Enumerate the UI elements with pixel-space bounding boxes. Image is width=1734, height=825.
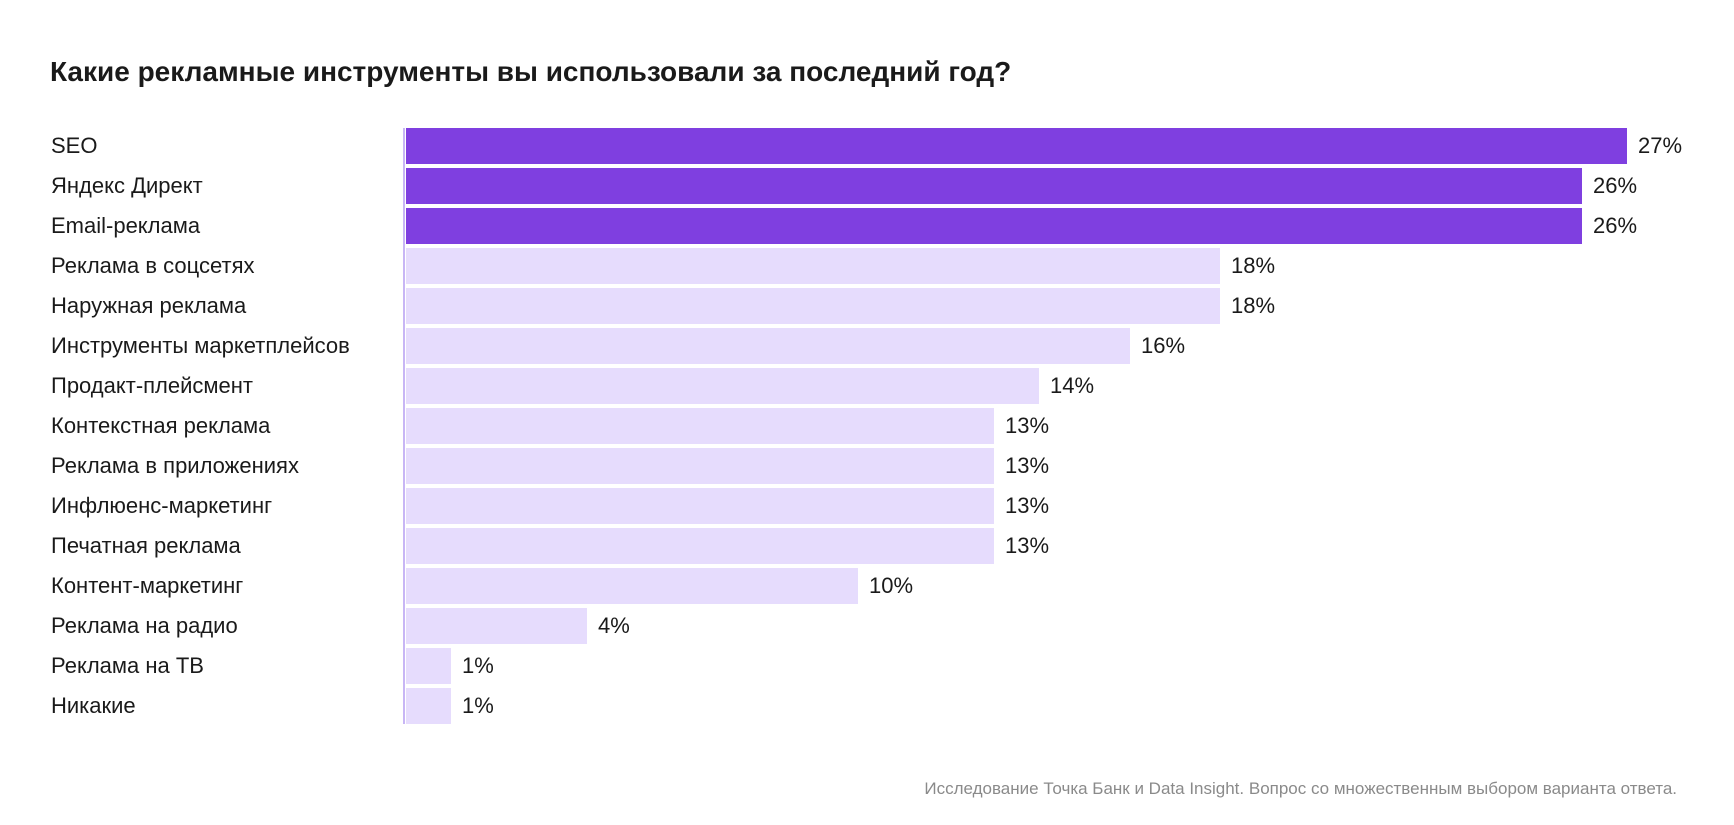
y-axis-line xyxy=(403,128,405,724)
category-label: SEO xyxy=(51,133,98,158)
bar xyxy=(406,248,1220,284)
value-label: 14% xyxy=(1050,373,1095,398)
value-label: 13% xyxy=(1005,493,1050,518)
value-label: 10% xyxy=(869,573,914,598)
bar xyxy=(406,328,1130,364)
value-label: 1% xyxy=(462,653,494,678)
category-label: Инструменты маркетплейсов xyxy=(51,333,350,358)
category-label: Печатная реклама xyxy=(51,533,241,558)
bar xyxy=(406,288,1220,324)
value-label: 18% xyxy=(1231,293,1276,318)
value-label: 16% xyxy=(1141,333,1186,358)
value-label: 13% xyxy=(1005,453,1050,478)
category-label: Реклама на ТВ xyxy=(51,653,204,678)
category-label: Контекстная реклама xyxy=(51,413,271,438)
category-label: Продакт-плейсмент xyxy=(51,373,254,398)
bar xyxy=(406,168,1582,204)
category-label: Инфлюенс-маркетинг xyxy=(51,493,273,518)
value-label: 1% xyxy=(462,693,494,718)
value-label: 27% xyxy=(1638,133,1683,158)
bar xyxy=(406,608,587,644)
category-label: Реклама на радио xyxy=(51,613,238,638)
bar xyxy=(406,528,994,564)
value-label: 18% xyxy=(1231,253,1276,278)
value-label: 13% xyxy=(1005,533,1050,558)
category-label: Реклама в соцсетях xyxy=(51,253,255,278)
bar xyxy=(406,648,451,684)
value-label: 26% xyxy=(1593,213,1638,238)
bar xyxy=(406,568,858,604)
category-label: Контент-маркетинг xyxy=(51,573,244,598)
bar xyxy=(406,368,1039,404)
category-label: Никакие xyxy=(51,693,136,718)
value-label: 13% xyxy=(1005,413,1050,438)
category-label: Яндекс Директ xyxy=(51,173,203,198)
chart-title: Какие рекламные инструменты вы использов… xyxy=(50,56,1012,87)
bar xyxy=(406,208,1582,244)
source-footnote: Исследование Точка Банк и Data Insight. … xyxy=(924,779,1677,798)
category-label: Email-реклама xyxy=(51,213,201,238)
value-label: 26% xyxy=(1593,173,1638,198)
category-label: Реклама в приложениях xyxy=(51,453,299,478)
category-label: Наружная реклама xyxy=(51,293,247,318)
bar xyxy=(406,448,994,484)
bar xyxy=(406,128,1627,164)
bar xyxy=(406,688,451,724)
bar xyxy=(406,408,994,444)
bar xyxy=(406,488,994,524)
value-label: 4% xyxy=(598,613,630,638)
